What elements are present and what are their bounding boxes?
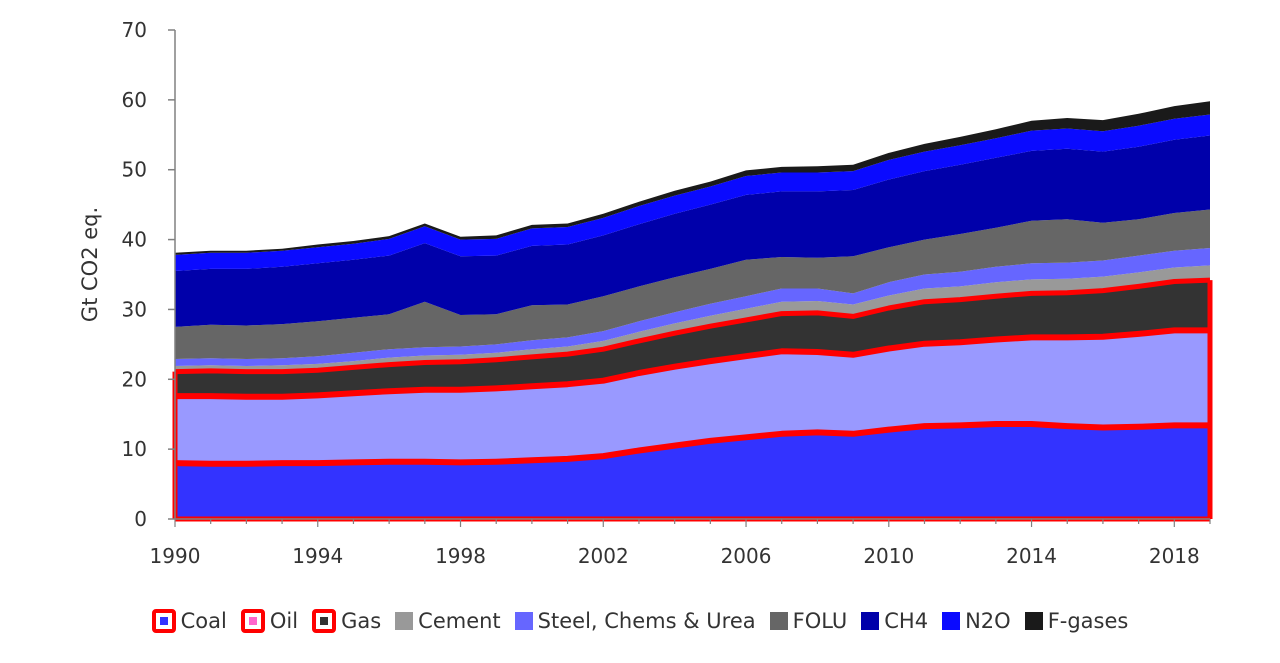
legend-swatch-center xyxy=(248,617,257,625)
legend-swatch xyxy=(151,609,176,633)
legend-item: Oil xyxy=(240,609,299,633)
legend-swatch-center xyxy=(159,617,168,625)
x-tick-label: 2010 xyxy=(863,544,914,568)
legend-item: N2O xyxy=(942,609,1011,633)
legend-label: Gas xyxy=(341,609,382,633)
legend-item: Gas xyxy=(312,609,381,633)
legend-label: Cement xyxy=(418,609,501,633)
legend: Coal Oil Gas Cement Steel, Chems & Urea FOLU C… xyxy=(0,603,1280,639)
legend-label: Steel, Chems & Urea xyxy=(537,609,756,633)
legend-label: Oil xyxy=(269,609,299,633)
x-tick-label: 1990 xyxy=(150,544,201,568)
area-cement xyxy=(175,265,1210,372)
area-gas xyxy=(175,280,1210,397)
legend-swatch xyxy=(240,609,265,633)
legend-item: FOLU xyxy=(769,609,848,633)
y-tick-label: 50 xyxy=(122,158,147,182)
area-f-gases xyxy=(175,101,1210,255)
x-tick-label: 2018 xyxy=(1149,544,1200,568)
x-tick-label: 1998 xyxy=(435,544,486,568)
y-tick-label: 0 xyxy=(134,507,147,531)
y-tick-label: 20 xyxy=(122,367,147,391)
legend-item: Steel, Chems & Urea xyxy=(514,609,756,633)
legend-swatch xyxy=(942,612,961,630)
y-tick-label: 10 xyxy=(122,437,147,461)
stacked-area-chart: 0 10 20 30 40 50 60 70 1990 1994 1998 2002 2006 2010 2… xyxy=(78,18,1213,568)
x-tick-label: 2002 xyxy=(578,544,629,568)
y-tick-label: 40 xyxy=(122,228,147,252)
legend-swatch-center xyxy=(320,617,329,625)
area-layers xyxy=(175,101,1210,519)
x-tick-label: 2014 xyxy=(1006,544,1057,568)
legend-item: Cement xyxy=(395,609,501,633)
legend-label: CH4 xyxy=(884,609,929,633)
legend-label: F-gases xyxy=(1047,609,1129,633)
area-oil xyxy=(175,330,1210,464)
legend-swatch xyxy=(514,612,533,630)
y-tick-label: 60 xyxy=(122,88,147,112)
y-tick-label: 30 xyxy=(122,297,147,321)
area-coal xyxy=(175,424,1210,519)
y-tick-label: 70 xyxy=(122,18,147,42)
highlight-line-oil xyxy=(175,327,1210,400)
legend-label: Coal xyxy=(180,609,227,633)
area-n2o xyxy=(175,114,1210,271)
legend-label: N2O xyxy=(965,609,1011,633)
axes: 0 10 20 30 40 50 60 70 1990 1994 1998 2002 2006 2010 2… xyxy=(122,18,1211,568)
x-tick-label: 2006 xyxy=(721,544,772,568)
area-folu xyxy=(175,209,1210,359)
legend-swatch xyxy=(312,609,337,633)
legend-swatch xyxy=(769,612,788,630)
area-ch4 xyxy=(175,135,1210,327)
legend-swatch xyxy=(861,612,880,630)
x-tick-label: 1994 xyxy=(292,544,343,568)
y-axis-title: Gt CO2 eq. xyxy=(78,207,102,322)
area-steel-chems-urea xyxy=(175,248,1210,366)
legend-swatch xyxy=(1024,612,1043,630)
legend-item: F-gases xyxy=(1024,609,1129,633)
highlight-line-coal xyxy=(174,421,1210,467)
legend-item: Coal xyxy=(151,609,227,633)
legend-swatch xyxy=(395,612,414,630)
legend-label: FOLU xyxy=(792,609,848,633)
highlight-line-gas xyxy=(174,277,1211,375)
legend-item: CH4 xyxy=(861,609,928,633)
